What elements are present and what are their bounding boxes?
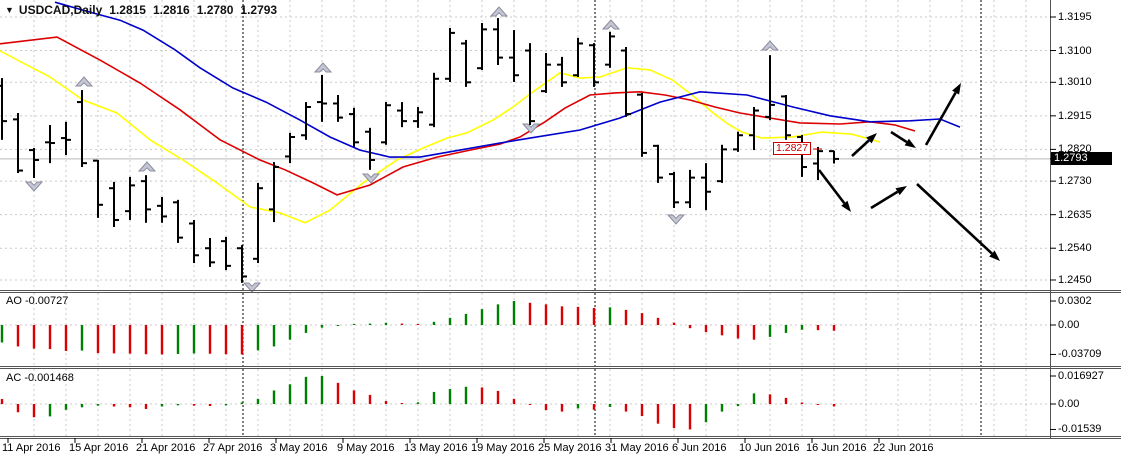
chart-title: ▼ USDCAD,Daily 1.2815 1.2816 1.2780 1.2793 [5, 3, 277, 17]
time-scale-axis[interactable]: 11 Apr 2016 15 Apr 2016 21 Apr 2016 27 Apr … [0, 439, 1121, 457]
price-scale-label: 1.2635 [1058, 208, 1092, 221]
ohlc-close: 1.2793 [240, 3, 278, 17]
indicator-scale-label: -0.03709 [1058, 348, 1102, 361]
current-price-badge: 1.2793 [1051, 152, 1112, 165]
ohlc-high: 1.2816 [152, 3, 190, 17]
time-scale-label: 9 May 2016 [337, 442, 395, 454]
time-scale-label: 31 May 2016 [605, 442, 669, 454]
ao-name: AO [6, 295, 22, 307]
time-scale-label: 22 Jun 2016 [873, 442, 934, 454]
time-scale-label: 11 Apr 2016 [2, 442, 61, 454]
time-scale-label: 13 May 2016 [404, 442, 468, 454]
indicator-scale-label: 0.00 [1058, 398, 1080, 410]
price-scale-label: 1.3010 [1058, 76, 1092, 89]
time-scale-label: 3 May 2016 [270, 442, 328, 454]
ac-indicator-label: AC -0.001468 [6, 372, 74, 384]
price-scale-label: 1.2730 [1058, 175, 1092, 188]
indicator-scale-label: 0.016927 [1058, 370, 1104, 382]
price-scale-label: 1.2450 [1058, 273, 1092, 286]
ao-indicator-label: AO -0.00727 [6, 295, 68, 307]
price-scale-label: 1.2540 [1058, 242, 1092, 255]
price-annotation-label: 1.2827 [773, 142, 812, 155]
time-scale-label: 15 Apr 2016 [69, 442, 129, 454]
ac-name: AC [6, 372, 22, 384]
time-scale-label: 25 May 2016 [538, 442, 602, 454]
symbol-period-label: USDCAD,Daily [18, 3, 103, 17]
indicator-scale-label: 0.00 [1058, 319, 1080, 331]
price-scale-label: 1.3100 [1058, 44, 1092, 57]
symbol-dropdown-icon: ▼ [5, 5, 14, 15]
price-scale-axis[interactable]: 1.3195 1.3100 1.3010 1.2915 1.2820 1.2730 1.26… [1050, 0, 1121, 439]
ohlc-low: 1.2780 [196, 3, 234, 17]
price-scale-label: 1.3195 [1058, 11, 1092, 23]
time-scale-label: 6 Jun 2016 [672, 442, 727, 454]
time-scale-label: 10 Jun 2016 [739, 442, 800, 454]
ao-value: -0.00727 [24, 295, 69, 307]
price-scale-label: 1.2915 [1058, 109, 1092, 122]
time-scale-label: 27 Apr 2016 [203, 442, 263, 454]
indicator-scale-label: 0.0302 [1058, 295, 1092, 308]
ohlc-open: 1.2815 [109, 3, 146, 17]
time-scale-label: 21 Apr 2016 [136, 442, 196, 454]
time-scale-label: 19 May 2016 [471, 442, 535, 454]
ac-value: -0.001468 [24, 372, 74, 384]
time-scale-label: 16 Jun 2016 [806, 442, 867, 454]
indicator-scale-label: -0.01539 [1058, 423, 1102, 436]
